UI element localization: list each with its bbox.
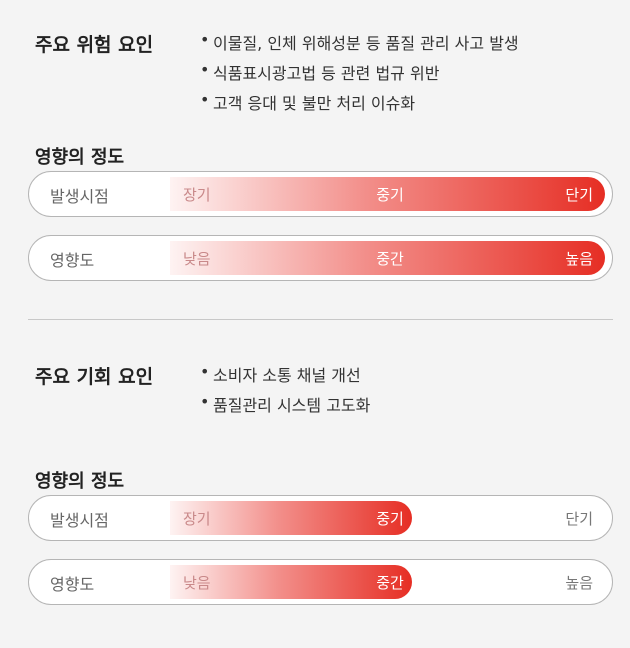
scale-level: 높음 [565,574,593,592]
scale-level: 중간 [376,574,404,592]
bullet-text: 품질관리 시스템 고도화 [213,396,371,415]
scale-level: 중간 [376,250,404,268]
bullet-text: 고객 응대 및 불만 처리 이슈화 [213,94,416,113]
bullet-dot: • [200,362,210,381]
scale-bar [170,565,412,599]
scale-level: 낮음 [183,250,211,268]
scale-level: 중기 [376,186,404,204]
bullet-text: 이물질, 인체 위해성분 등 품질 관리 사고 발생 [213,34,519,53]
scale-label: 영향도 [50,251,95,270]
scale-level: 장기 [183,510,211,528]
scale-level: 중기 [376,510,404,528]
bullet-dot: • [200,392,210,411]
bullet-text: 소비자 소통 채널 개선 [213,366,361,385]
impact-heading: 영향의 정도 [35,147,125,168]
bullet-text: 식품표시광고법 등 관련 법규 위반 [213,64,440,83]
bullet-dot: • [200,30,210,49]
scale-label: 영향도 [50,575,95,594]
scale-bar [170,501,412,535]
scale-label: 발생시점 [50,187,109,206]
scale-level: 높음 [565,250,593,268]
section-title: 주요 기회 요인 [35,366,154,388]
scale-level: 단기 [565,510,593,528]
scale-level: 단기 [565,186,593,204]
scale-level: 낮음 [183,574,211,592]
scale-bar [170,241,605,275]
bullet-dot: • [200,60,210,79]
section-title: 주요 위험 요인 [35,34,154,56]
bullet-dot: • [200,90,210,109]
divider [28,319,613,320]
impact-heading: 영향의 정도 [35,471,125,492]
scale-bar [170,177,605,211]
scale-label: 발생시점 [50,511,109,530]
scale-level: 장기 [183,186,211,204]
